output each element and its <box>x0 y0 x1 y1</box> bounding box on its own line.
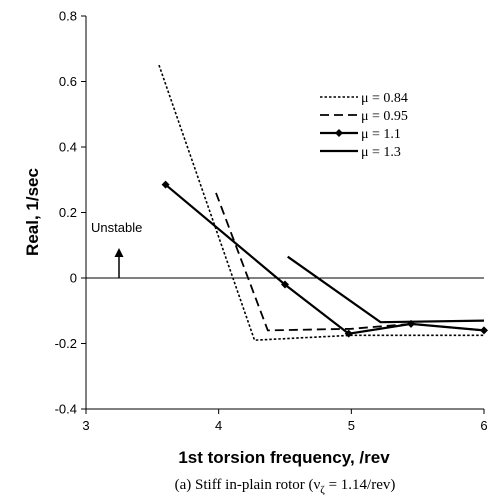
series-marker <box>161 180 170 189</box>
series-layer <box>158 64 488 342</box>
x-tick-label: 6 <box>480 418 487 433</box>
legend-label-2: μ = 0.95 <box>361 109 408 124</box>
series-line-1 <box>158 64 484 342</box>
unstable-annotation: Unstable <box>91 220 142 235</box>
legend-marker <box>335 129 343 137</box>
y-tick-label: 0.6 <box>59 74 77 89</box>
series-marker <box>480 326 488 335</box>
figure-caption: (a) Stiff in-plain rotor (νζ = 1.14/rev) <box>175 477 396 496</box>
y-tick-label: -0.2 <box>55 336 77 351</box>
x-axis-title: 1st torsion frequency, /rev <box>178 448 390 467</box>
y-tick-label: -0.4 <box>55 402 77 417</box>
legend-label-3: μ = 1.1 <box>361 127 401 142</box>
caption-subscript: ζ <box>320 484 325 496</box>
legend: μ = 0.84 μ = 0.95 μ = 1.1 μ = 1.3 <box>320 91 408 160</box>
unstable-arrow <box>114 248 124 278</box>
series-marker <box>344 329 353 338</box>
y-tick-label: 0 <box>70 271 77 286</box>
caption-main: (a) Stiff in-plain rotor (ν <box>175 477 321 493</box>
y-axis-title: Real, 1/sec <box>23 168 42 256</box>
caption-tail: = 1.14/rev) <box>325 477 396 493</box>
axes: 0.8 0.6 0.4 0.2 0 -0.2 -0.4 3 4 5 6 <box>55 9 488 434</box>
series-line-4 <box>287 255 485 324</box>
legend-label-1: μ = 0.84 <box>361 91 408 106</box>
series-marker <box>281 280 289 289</box>
y-tick-label: 0.4 <box>59 140 77 155</box>
legend-label-4: μ = 1.3 <box>361 145 401 160</box>
series-line-3 <box>164 183 485 335</box>
x-tick-label: 5 <box>348 418 355 433</box>
x-tick-label: 3 <box>82 418 89 433</box>
y-tick-label: 0.8 <box>59 9 77 24</box>
x-tick-label: 4 <box>215 418 222 433</box>
y-tick-label: 0.2 <box>59 205 77 220</box>
